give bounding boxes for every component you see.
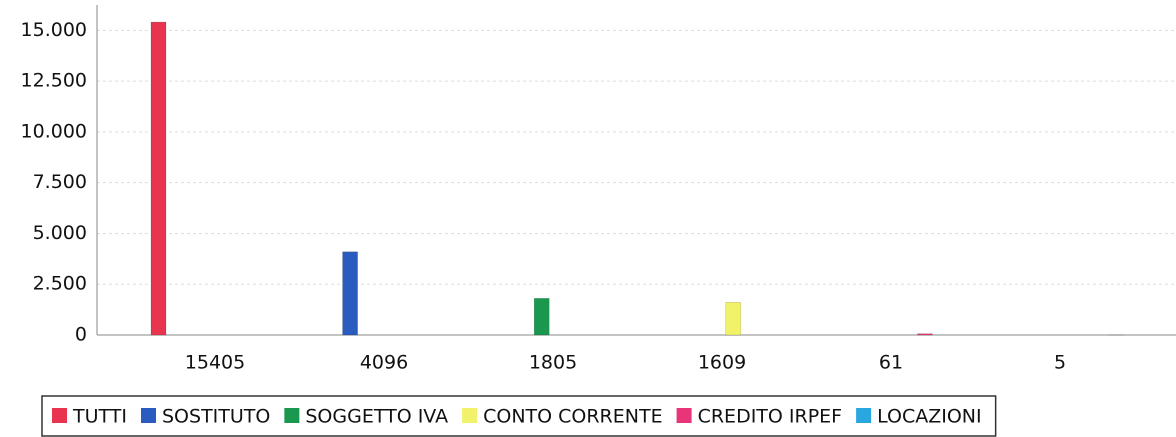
legend-swatch — [856, 408, 872, 423]
bar — [725, 302, 742, 336]
y-tick-label: 12.500 — [21, 70, 87, 92]
x-tick-label: 61 — [879, 352, 903, 374]
y-tick-label: 2.500 — [33, 273, 87, 295]
legend-label: LOCAZIONI — [877, 406, 982, 428]
legend-swatch — [52, 408, 67, 423]
legend-label: CREDITO IRPEF — [698, 406, 843, 428]
x-tick-label: 15405 — [185, 352, 245, 374]
legend-swatch — [141, 408, 156, 423]
x-tick-label: 5 — [1054, 352, 1066, 374]
x-tick-label: 4096 — [360, 352, 408, 374]
bar — [533, 298, 550, 336]
legend-swatch — [462, 408, 478, 423]
legend-label: SOSTITUTO — [162, 406, 270, 428]
y-tick-label: 10.000 — [21, 120, 87, 142]
bar — [917, 333, 933, 336]
y-tick-label: 0 — [75, 324, 87, 346]
y-tick-label: 7.500 — [33, 171, 87, 193]
y-tick-label: 5.000 — [33, 222, 87, 244]
legend-swatch — [676, 408, 692, 423]
legend-swatch — [284, 408, 300, 423]
legend-box — [41, 395, 997, 437]
y-tick-label: 15.000 — [21, 19, 87, 41]
legend-label: CONTO CORRENTE — [483, 406, 663, 428]
x-tick-label: 1609 — [698, 352, 746, 374]
bar — [342, 251, 358, 336]
legend-label: TUTTI — [72, 406, 127, 428]
bar — [150, 21, 167, 336]
legend-label: SOGGETTO IVA — [305, 406, 448, 428]
x-tick-label: 1805 — [529, 352, 577, 374]
